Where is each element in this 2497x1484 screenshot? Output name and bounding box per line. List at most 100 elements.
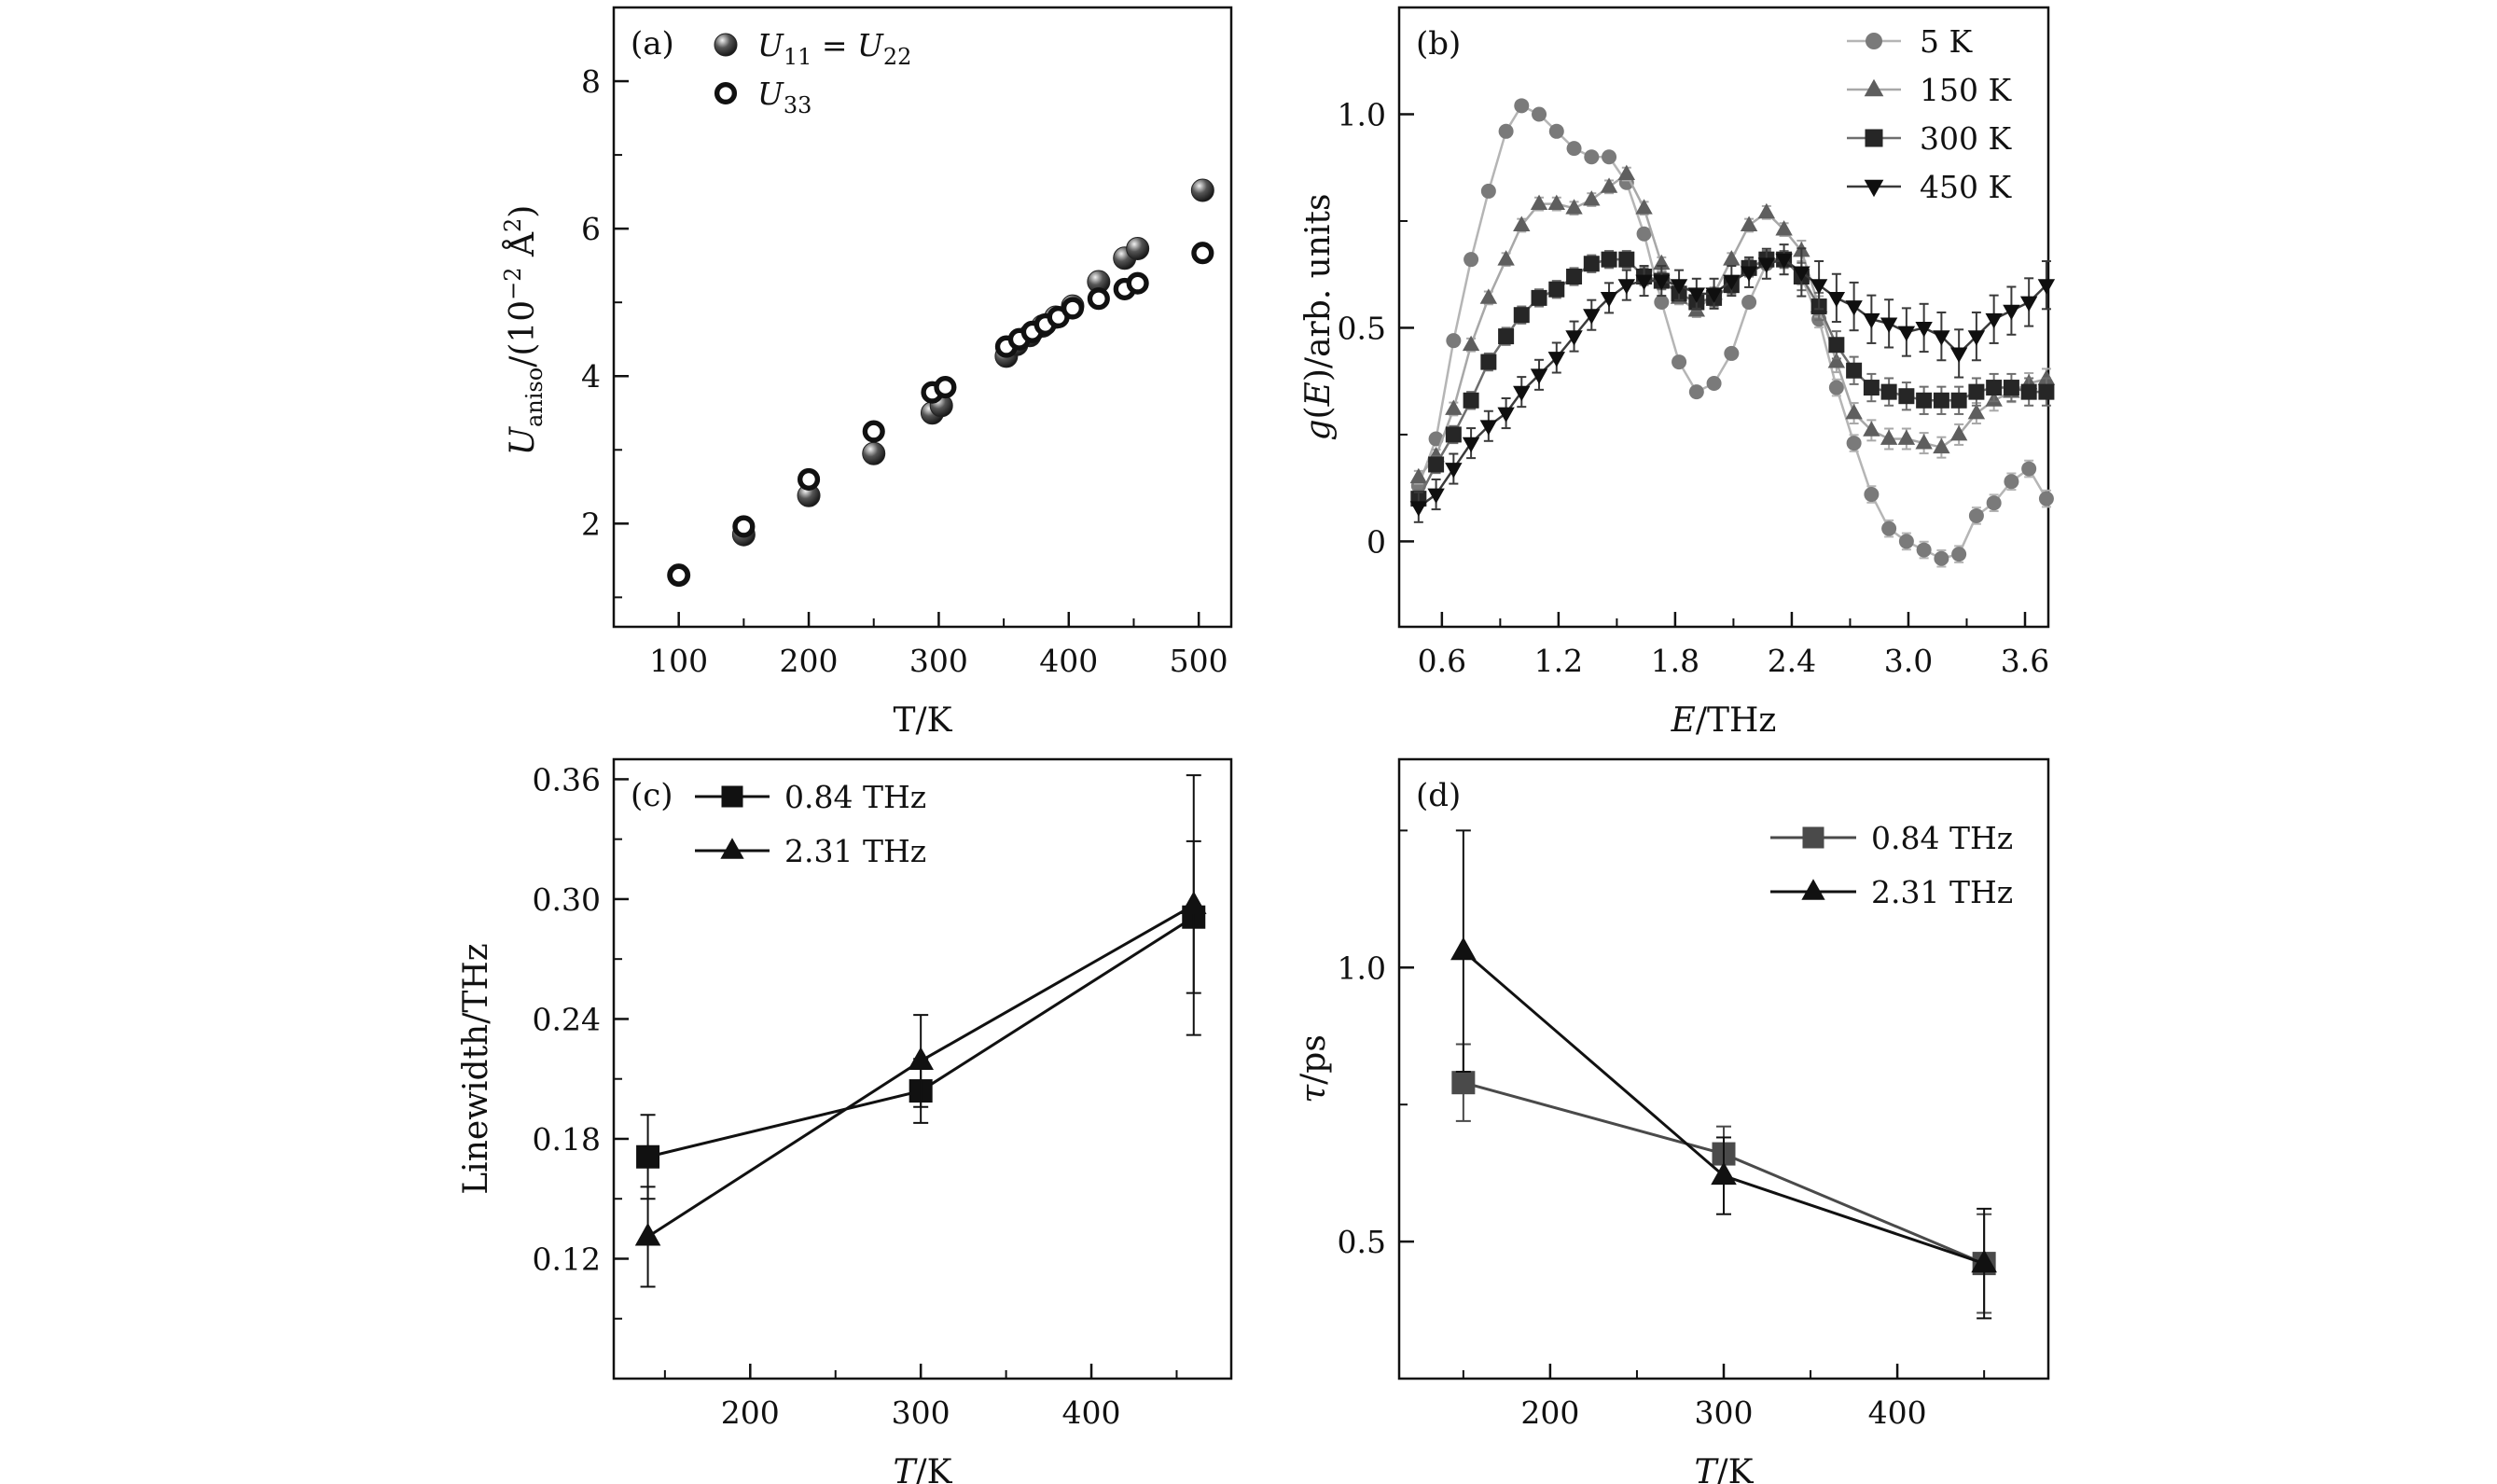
panel-tag: (c) xyxy=(631,777,673,814)
y-label-symbol: E xyxy=(1299,381,1338,407)
data-point xyxy=(1514,98,1530,114)
data-point xyxy=(1951,547,1967,562)
data-point xyxy=(797,467,821,491)
y-tick-label: 0.12 xyxy=(533,1241,601,1277)
data-point xyxy=(1881,520,1897,536)
data-point xyxy=(2003,304,2020,321)
data-point xyxy=(1190,178,1214,202)
data-point xyxy=(1672,354,1687,370)
data-point xyxy=(1810,279,1828,295)
data-point xyxy=(1548,123,1564,139)
y-tick-label: 0.5 xyxy=(1338,1224,1386,1260)
legend-entry: 2.31 THz xyxy=(1871,874,2013,910)
data-point xyxy=(1463,392,1479,409)
data-point xyxy=(1670,279,1688,295)
legend-entry: 2.31 THz xyxy=(784,833,926,869)
panel-tag: (a) xyxy=(631,25,674,62)
data-point xyxy=(1706,375,1722,391)
plot-frame xyxy=(612,6,1233,629)
data-point xyxy=(1446,333,1462,349)
data-point xyxy=(1653,274,1671,291)
y-tick-label: 1.0 xyxy=(1338,950,1386,986)
series-u33 xyxy=(667,242,1214,587)
data-point xyxy=(2003,380,2019,396)
data-point xyxy=(1828,337,1845,354)
data-point xyxy=(1087,287,1110,311)
data-point xyxy=(1654,294,1670,310)
data-point xyxy=(1513,307,1530,324)
legend-marker xyxy=(1866,33,1882,49)
legend-entry: 0.84 THz xyxy=(1871,820,2013,856)
data-point xyxy=(1480,183,1496,199)
data-point xyxy=(1180,891,1207,914)
data-point xyxy=(1126,271,1149,295)
data-point xyxy=(1967,330,1986,346)
data-point xyxy=(1462,437,1480,453)
data-point xyxy=(2019,296,2038,312)
legend-marker xyxy=(714,33,738,57)
data-point xyxy=(1547,352,1565,368)
y-tick-label: 6 xyxy=(581,211,601,247)
data-point xyxy=(1445,399,1463,415)
legend-entry: 0.84 THz xyxy=(784,779,926,815)
y-tick-label: 0.36 xyxy=(533,761,601,797)
legend-entry: 300 K xyxy=(1920,120,2012,157)
data-point xyxy=(934,376,957,399)
data-point xyxy=(1934,550,1949,566)
data-point xyxy=(1949,347,1968,363)
x-label-symbol: T xyxy=(1694,1453,1719,1484)
x-tick-label: 400 xyxy=(1868,1394,1927,1431)
legend-marker xyxy=(721,785,743,808)
legend-marker xyxy=(714,81,738,105)
data-point xyxy=(1498,123,1514,139)
legend-subscript: 22 xyxy=(883,44,912,70)
x-tick-label: 400 xyxy=(1039,643,1098,679)
data-point xyxy=(1933,392,1949,409)
data-point xyxy=(1863,312,1880,329)
y-axis-label: Uaniso/(10−2 Å2) xyxy=(500,205,548,456)
data-point xyxy=(1967,404,1986,420)
data-point xyxy=(1600,291,1618,308)
data-point xyxy=(1566,141,1582,157)
legend-marker xyxy=(1802,826,1824,849)
data-point xyxy=(1775,220,1793,236)
legend-entry: U11 = U22 xyxy=(757,27,911,70)
panel-c-linewidth: 200 300 400 0.12 0.18 0.24 0.30 0.36 (c) T/K Linew… xyxy=(457,757,1233,1484)
x-label-unit: /K xyxy=(915,1453,952,1484)
y-label-symbol: τ xyxy=(1295,1084,1333,1103)
x-label-symbol: E xyxy=(1671,701,1696,740)
data-point xyxy=(1497,250,1515,266)
data-point xyxy=(1880,383,1897,400)
panel-tag: (d) xyxy=(1416,777,1461,814)
data-point xyxy=(1565,199,1583,215)
legend-subscript: 11 xyxy=(784,44,812,70)
data-point xyxy=(1827,291,1846,308)
legend-marker xyxy=(1864,78,1884,97)
series-300k xyxy=(1410,250,2055,508)
data-point xyxy=(862,420,885,443)
data-point xyxy=(1530,194,1548,211)
legend-subscript: 33 xyxy=(784,92,812,118)
data-point xyxy=(2004,474,2019,490)
plot-frame xyxy=(612,757,1233,1380)
data-point xyxy=(1583,190,1601,206)
data-point xyxy=(2037,279,2056,295)
plot-frame xyxy=(1397,6,2050,629)
y-tick-label: 0.5 xyxy=(1338,310,1386,346)
series-231thz xyxy=(1450,829,1997,1320)
data-point xyxy=(1547,194,1565,211)
data-point xyxy=(1916,542,1932,558)
data-point xyxy=(1635,274,1653,291)
x-tick-label: 400 xyxy=(1062,1394,1121,1431)
data-point xyxy=(1846,362,1863,379)
legend-marker xyxy=(720,838,744,859)
x-label-unit: /K xyxy=(1716,1453,1754,1484)
data-point xyxy=(1968,383,1985,400)
data-point xyxy=(1950,392,1967,409)
x-tick-label: 200 xyxy=(780,643,839,679)
y-axis-label: Linewidth/THz xyxy=(457,943,495,1194)
legend-entry: 150 K xyxy=(1920,72,2012,108)
data-point xyxy=(1618,251,1635,268)
data-point xyxy=(634,1222,661,1246)
series-150k xyxy=(1409,164,2056,485)
